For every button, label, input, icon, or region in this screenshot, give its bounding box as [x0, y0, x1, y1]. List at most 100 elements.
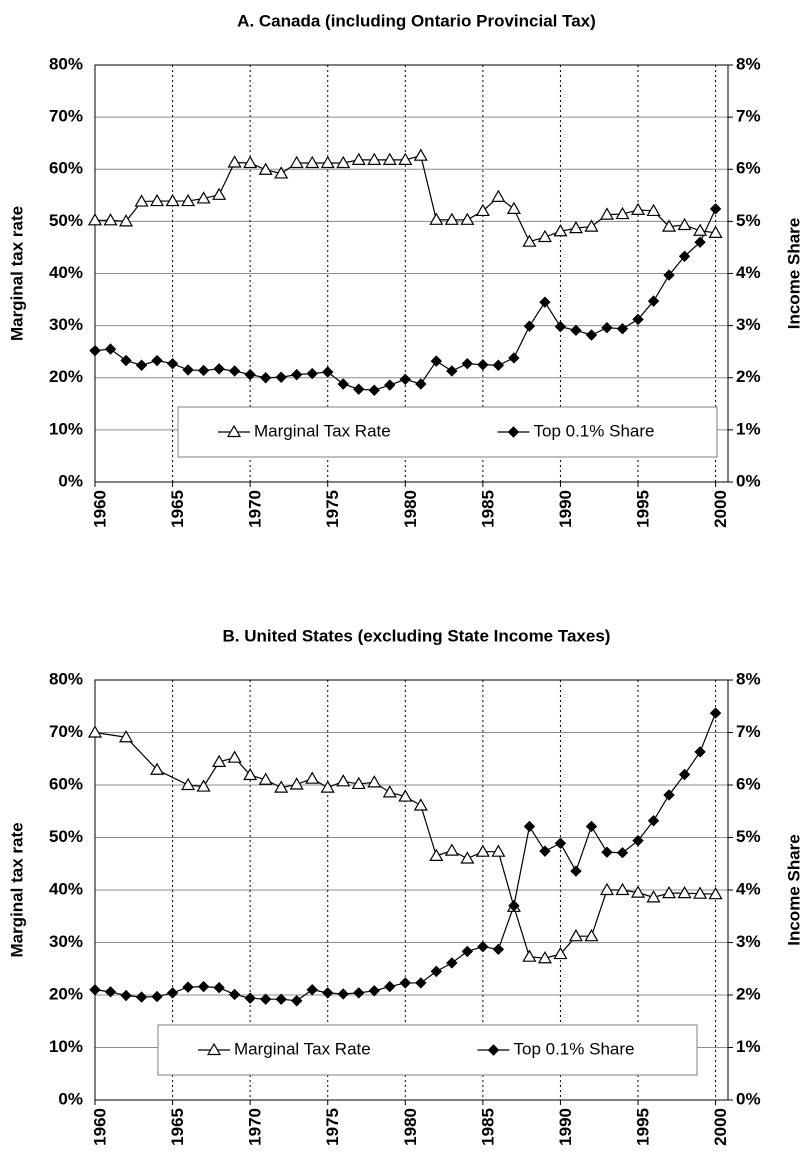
data-point [212, 187, 227, 200]
data-point [398, 152, 413, 165]
data-point [554, 837, 567, 849]
data-point [709, 707, 722, 719]
data-point [677, 885, 692, 899]
data-point [461, 945, 474, 958]
data-point [678, 768, 691, 781]
x-tick-label: 1960 [90, 490, 109, 528]
data-point [709, 203, 722, 215]
y2-tick-label: 1% [736, 1037, 761, 1056]
y-tick-label: 80% [49, 54, 83, 73]
data-point [461, 357, 474, 370]
data-point [353, 383, 365, 395]
data-point [166, 357, 179, 370]
data-point [399, 373, 412, 386]
x-tick-label: 2000 [711, 490, 730, 528]
data-point [553, 946, 568, 960]
data-point [181, 777, 196, 791]
data-point [693, 223, 708, 236]
data-point [244, 368, 256, 381]
data-point [475, 203, 490, 217]
data-point [212, 754, 227, 768]
y2-tick-label: 3% [736, 932, 761, 951]
x-tick-label: 1990 [556, 490, 575, 528]
data-point [491, 844, 506, 857]
data-point [290, 995, 303, 1007]
data-point [289, 777, 304, 790]
y-axis-label: Marginal tax rate [7, 206, 26, 341]
legend-marker [226, 424, 242, 438]
data-point [446, 365, 458, 377]
data-point [647, 295, 660, 307]
data-point [522, 949, 537, 962]
plot-border [94, 679, 729, 1101]
data-point [568, 928, 583, 942]
data-point [258, 162, 273, 175]
data-point [305, 771, 320, 784]
data-point [103, 213, 118, 226]
y2-tick-label: 3% [736, 315, 761, 334]
y2-tick-label: 8% [736, 669, 761, 688]
y2-tick-label: 0% [736, 1089, 761, 1108]
y2-tick-label: 5% [736, 827, 761, 846]
data-point [429, 848, 444, 861]
data-point [118, 214, 134, 227]
data-point [708, 886, 723, 900]
y-tick-label: 20% [49, 367, 83, 386]
x-tick-label: 1980 [401, 1108, 420, 1146]
data-point [693, 886, 708, 899]
data-point [694, 746, 706, 758]
data-point [120, 989, 132, 1002]
y2-axis-label: Income Share [784, 834, 803, 946]
data-point [337, 988, 349, 1000]
y-tick-label: 10% [49, 1037, 83, 1056]
data-point [599, 882, 615, 896]
y-tick-label: 60% [49, 159, 83, 178]
x-tick-label: 1990 [556, 1108, 575, 1146]
data-point [630, 885, 646, 898]
legend-label: Marginal Tax Rate [234, 1039, 371, 1058]
data-point [336, 774, 351, 787]
x-tick-label: 1980 [401, 490, 420, 528]
y2-tick-label: 7% [736, 107, 761, 126]
data-point [413, 148, 428, 161]
legend-box [157, 1024, 698, 1076]
data-point [320, 155, 335, 169]
data-point [259, 372, 272, 384]
data-point [398, 789, 413, 802]
data-point [492, 359, 505, 371]
legend-marker [487, 1044, 500, 1056]
data-point [104, 986, 117, 998]
data-point [351, 152, 366, 165]
data-point [554, 320, 567, 333]
x-tick-label: 1975 [323, 1108, 342, 1146]
data-point [539, 845, 551, 857]
data-point [553, 224, 568, 237]
data-point [135, 991, 148, 1003]
x-tick-label: 1995 [633, 1108, 652, 1146]
data-point [537, 229, 552, 243]
data-point [663, 789, 675, 801]
x-tick-label: 2000 [711, 1108, 730, 1146]
data-point [243, 767, 258, 781]
data-point [446, 957, 458, 969]
data-point [663, 269, 675, 281]
data-point [492, 943, 505, 956]
data-point [662, 885, 677, 899]
data-point [353, 987, 365, 999]
data-point [570, 865, 582, 877]
legend-marker [206, 1042, 222, 1056]
data-point [259, 993, 272, 1005]
data-point [120, 354, 132, 367]
data-point [382, 785, 397, 798]
plot-border [94, 64, 729, 483]
data-point [444, 212, 459, 225]
data-point [601, 322, 613, 334]
y-tick-label: 40% [49, 879, 83, 898]
y2-tick-label: 2% [736, 984, 761, 1003]
data-point [599, 207, 615, 220]
data-point [477, 940, 489, 953]
data-point [615, 206, 630, 220]
data-point [460, 212, 475, 225]
y-tick-label: 40% [49, 263, 83, 282]
